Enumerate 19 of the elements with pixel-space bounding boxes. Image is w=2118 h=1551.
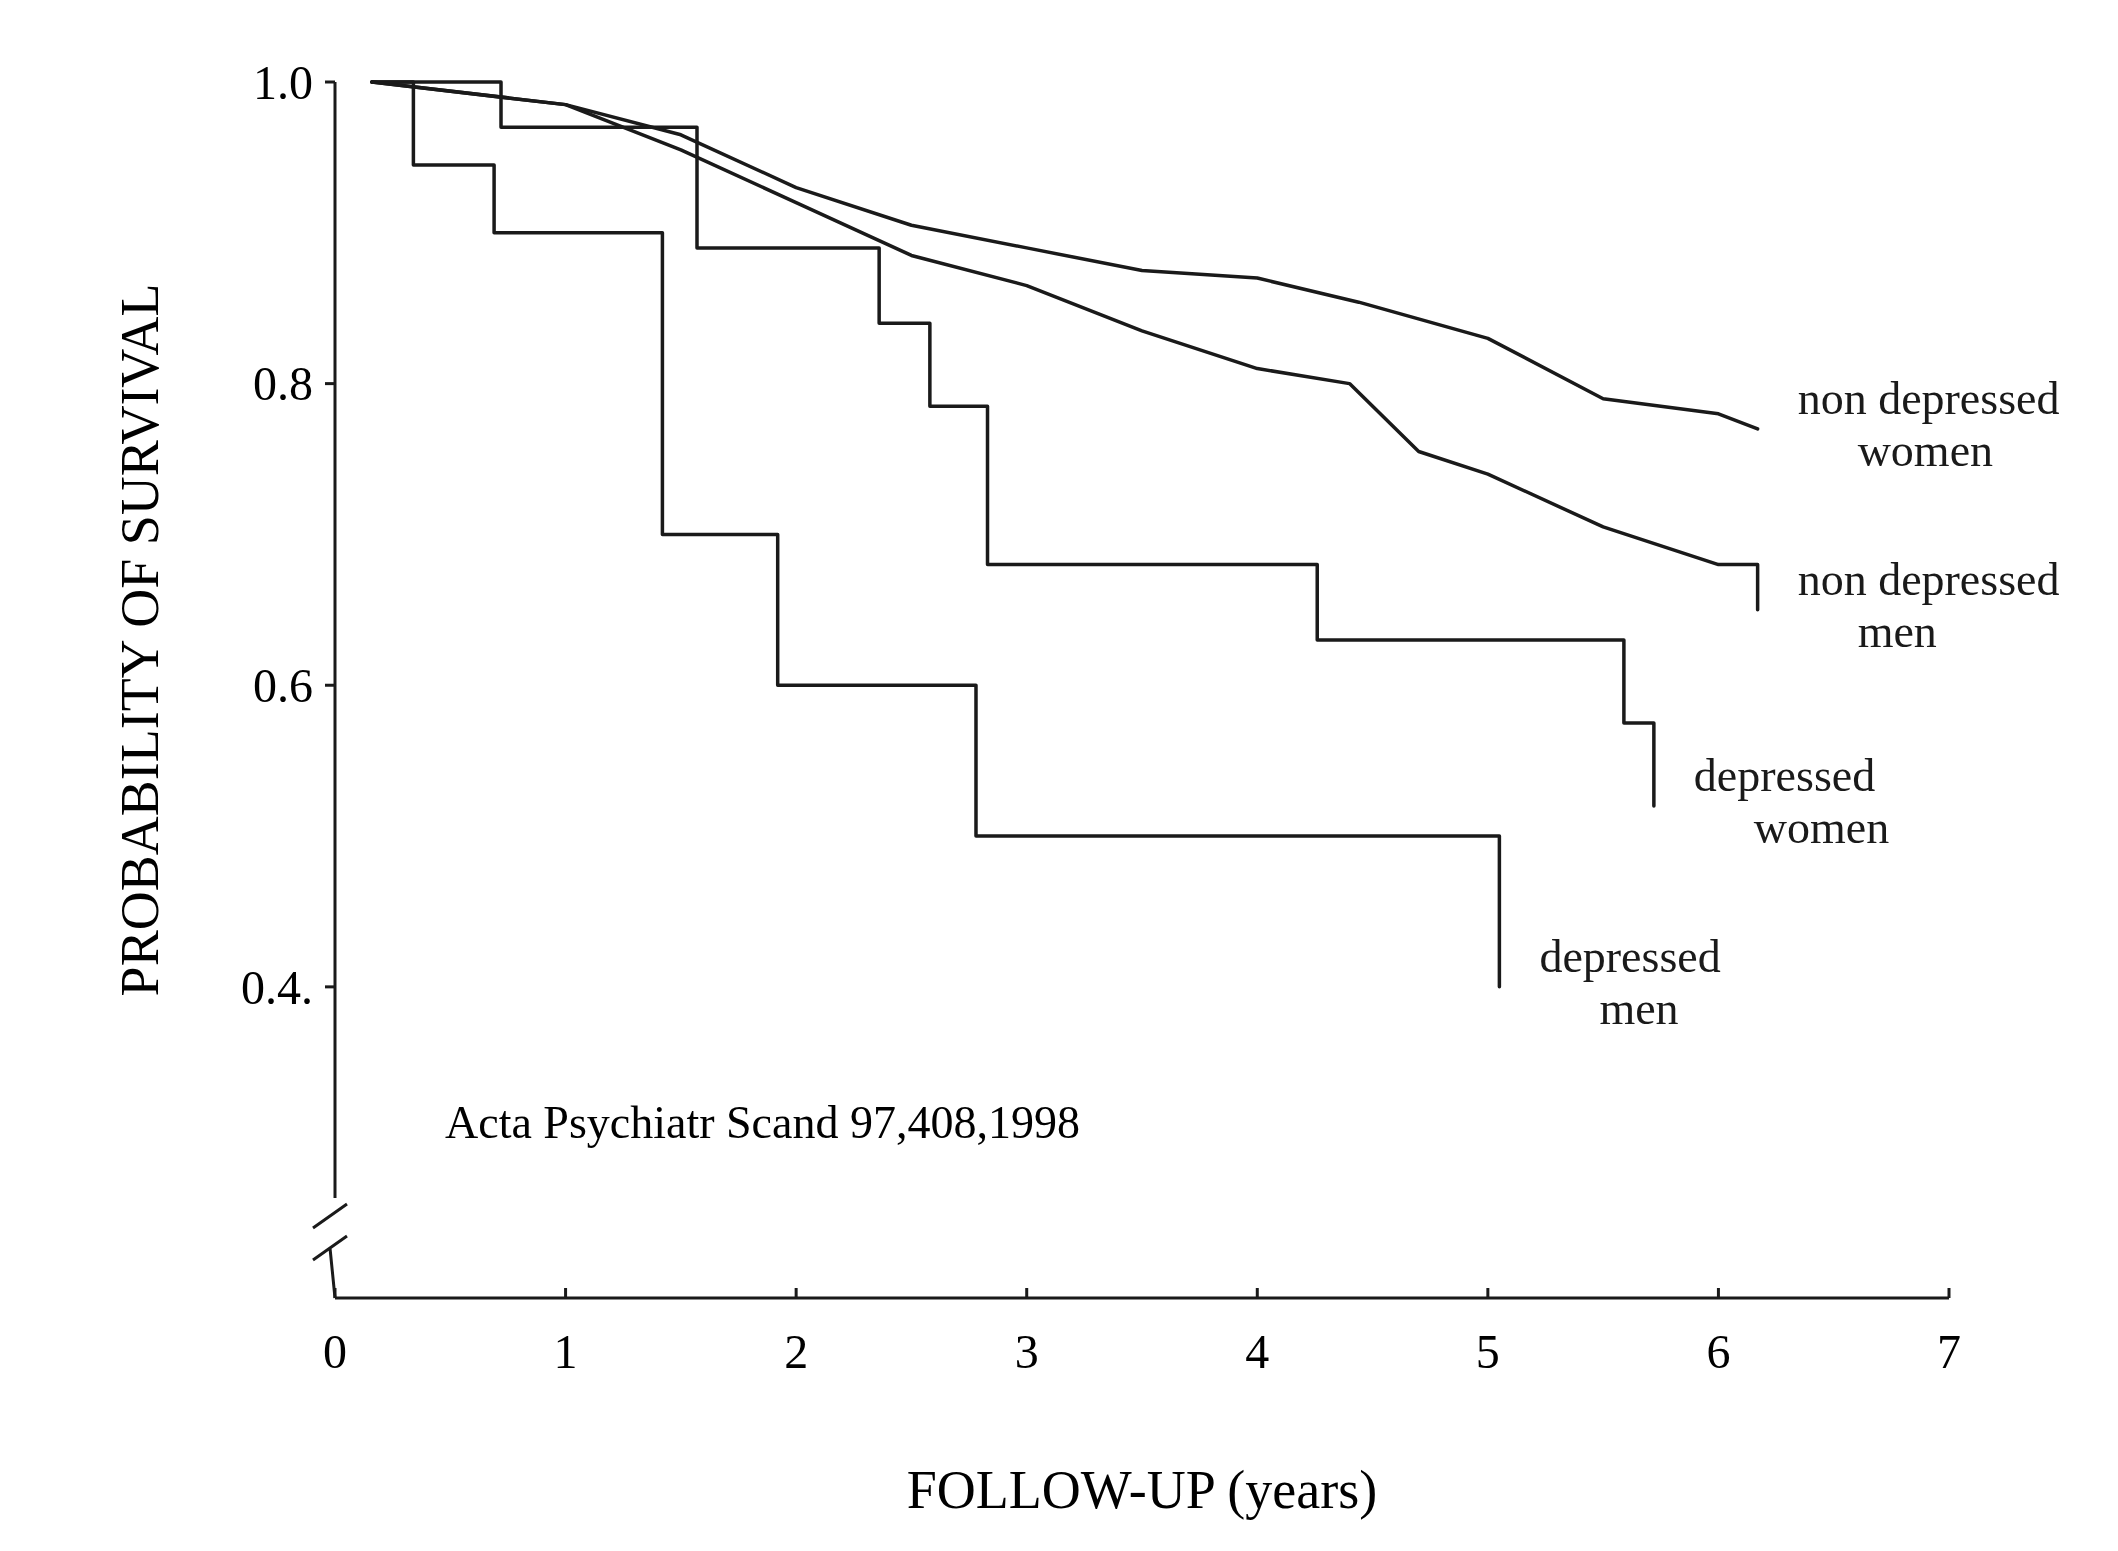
y-tick-label: 0.6 <box>253 659 313 713</box>
y-tick-label: 0.8 <box>253 357 313 411</box>
y-tick-label: 1.0 <box>253 55 313 109</box>
annotation: Acta Psychiatr Scand 97,408,1998 <box>445 1097 1080 1148</box>
x-tick-label: 2 <box>784 1325 809 1378</box>
series-label: non depressed men <box>1797 553 2060 657</box>
x-tick-label: 0 <box>323 1325 347 1378</box>
x-tick-label: 5 <box>1475 1325 1500 1378</box>
y-tick-label: 0.4. <box>241 960 313 1014</box>
series-label: non depressed women <box>1797 372 2060 476</box>
x-tick-label: 3 <box>1014 1325 1039 1378</box>
series-label: depressed men <box>1539 930 1721 1034</box>
x-tick-label: 4 <box>1245 1325 1270 1378</box>
x-axis-title: FOLLOW-UP (years) <box>906 1460 1378 1520</box>
series-label: depressed women <box>1693 749 1890 853</box>
x-tick-label: 1 <box>553 1325 578 1378</box>
x-tick-label: 6 <box>1706 1325 1731 1378</box>
x-tick-label: 7 <box>1937 1325 1961 1378</box>
y-axis-title: PROBABILITY OF SURVIVAL <box>110 283 170 997</box>
